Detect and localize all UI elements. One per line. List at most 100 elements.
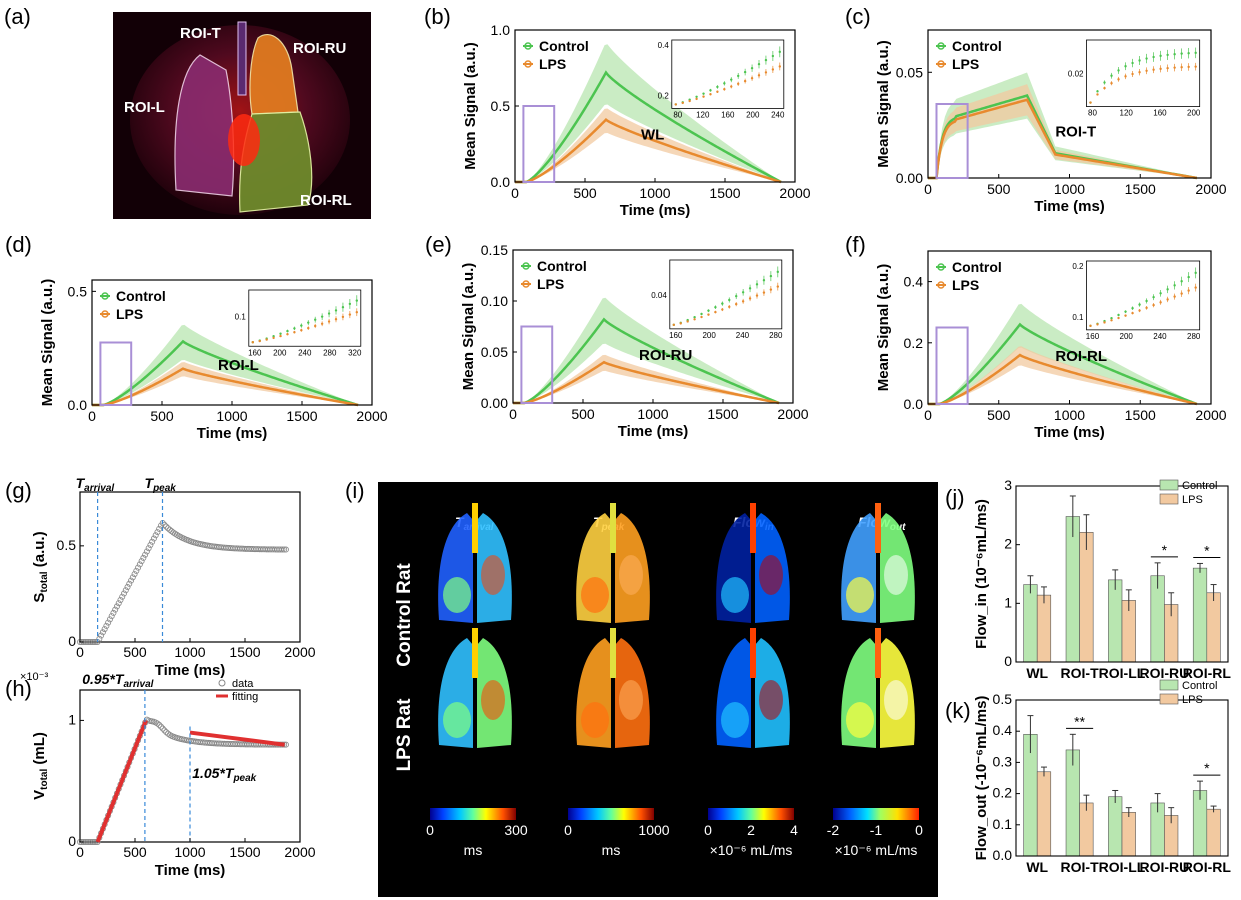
zoom-region-box [935, 326, 969, 405]
control-inset-point [778, 50, 781, 54]
lps-inset-point [1152, 68, 1155, 71]
bar-lps [1121, 812, 1136, 857]
fit-line-rise [95, 719, 148, 843]
lung-map-patch [581, 702, 609, 738]
bar-control [1108, 796, 1123, 857]
lung-map-patch [443, 702, 471, 738]
panel-g-plot: Tarrival Tpeak 0 500 1000 1500 2000 0 0.5 Time (m… [31, 475, 316, 679]
bar-control [1192, 790, 1208, 857]
x-tick-label: 500 [573, 185, 597, 201]
bar-control [1065, 749, 1080, 857]
colorbar-max: 0 [915, 822, 923, 838]
control-inset-point [737, 74, 740, 78]
curve-panel-roi-ru: 0 500 1000 1500 2000 0.00 0.05 0.10 0.15 Time (ms… [460, 242, 809, 440]
colorbar-unit: ×10⁻⁶ mL/ms [835, 842, 918, 858]
control-inset-point [723, 82, 726, 85]
lps-inset-point [1124, 314, 1127, 317]
control-inset-point [730, 78, 733, 81]
lung-map-trachea [750, 503, 756, 553]
lps-inset-point [1166, 298, 1169, 301]
lps-inset-point [1131, 72, 1134, 76]
bar-lps [1079, 802, 1094, 857]
x-tick-label: 2000 [779, 185, 810, 201]
control-inset-point [748, 287, 752, 290]
inset-frame [248, 289, 362, 347]
lung-map-patch [619, 680, 643, 720]
data-point [140, 554, 147, 561]
inset-x-tick: 200 [1120, 332, 1134, 341]
legend-swatch [1159, 693, 1179, 705]
colorbar-unit: ms [602, 842, 621, 858]
inset-x-tick: 80 [673, 110, 682, 119]
bar-lps [1036, 771, 1052, 857]
inset-x-tick: 160 [1086, 332, 1100, 341]
lps-inset-point [741, 300, 745, 303]
legend-data-label: data [232, 678, 254, 690]
lps-inset-point [769, 288, 773, 291]
x-tick-label: 1500 [709, 185, 740, 201]
legend-lps-label: LPS [537, 276, 564, 292]
control-inset-point [776, 270, 779, 274]
data-point [145, 545, 152, 552]
significance-mark: * [1204, 760, 1210, 776]
x-axis-label: Time (ms) [197, 425, 268, 442]
x-tick-label: 2000 [1195, 407, 1226, 423]
roi-l-region [174, 54, 235, 197]
colorbar-min: -2 [827, 822, 840, 838]
control-inset-point [1187, 51, 1190, 55]
control-inset-point [272, 335, 275, 338]
y-tick-label: 0.3 [993, 753, 1013, 769]
roi-label-t: ROI-T [180, 25, 221, 42]
inset-x-tick: 240 [771, 110, 785, 119]
panel-label-k: (k) [945, 698, 971, 723]
curve-panel-roi-rl: 0 500 1000 1500 2000 0.0 0.2 0.4 Time (ms) Mean S… [875, 250, 1227, 441]
control-inset-point [693, 315, 696, 319]
roi-t-region [237, 21, 247, 96]
lung-map [438, 628, 512, 748]
control-inset-point [307, 321, 310, 324]
x-tick-label: 1500 [707, 406, 738, 422]
control-inset-point [327, 312, 331, 315]
category-label: ROI-RL [1183, 665, 1232, 681]
x-tick-label: 500 [123, 844, 147, 860]
panel-title: ROI-L [218, 357, 259, 374]
lps-inset-point [1096, 93, 1099, 96]
legend-control-label: Control [952, 38, 1002, 54]
control-inset-point [762, 279, 766, 282]
lps-inset-point [1152, 303, 1155, 307]
colorbar-max: 4 [790, 822, 798, 838]
control-inset-point [1117, 69, 1120, 72]
control-inset-point [1124, 310, 1127, 313]
data-point [124, 584, 131, 591]
y-tick-label: 0.2 [904, 335, 924, 351]
bar-lps [1036, 594, 1052, 663]
lps-inset-point [714, 310, 717, 314]
inset-y-tick: 0.1 [235, 312, 247, 321]
lps-inset-point [1187, 65, 1190, 69]
data-point [150, 535, 157, 542]
panel-label-e: (e) [425, 232, 452, 257]
lung-map-patch [443, 577, 471, 613]
control-inset-point [1117, 313, 1120, 317]
lps-error-band [515, 108, 781, 182]
annotation-arrival-sub: arrival [84, 483, 114, 494]
category-label: ROI-RL [1183, 859, 1232, 875]
colorbar-min: 0 [564, 822, 572, 838]
y-tick-label: 1 [1004, 594, 1012, 610]
control-inset-point [1110, 74, 1113, 77]
legend-control-label: Control [537, 258, 587, 274]
legend-lps-label: LPS [952, 56, 979, 72]
colorbar-unit: ms [464, 842, 483, 858]
data-point [161, 727, 168, 734]
bar-control [1023, 584, 1038, 663]
data-point [131, 571, 138, 578]
x-tick-label: 1500 [1125, 181, 1156, 197]
control-inset-point [771, 54, 775, 58]
data-point [126, 580, 133, 587]
inset-x-tick: 200 [746, 110, 760, 119]
control-inset-point [755, 283, 759, 286]
legend-control-marker [522, 262, 530, 270]
lps-inset-point [1194, 286, 1197, 289]
lps-inset-point [314, 324, 317, 328]
